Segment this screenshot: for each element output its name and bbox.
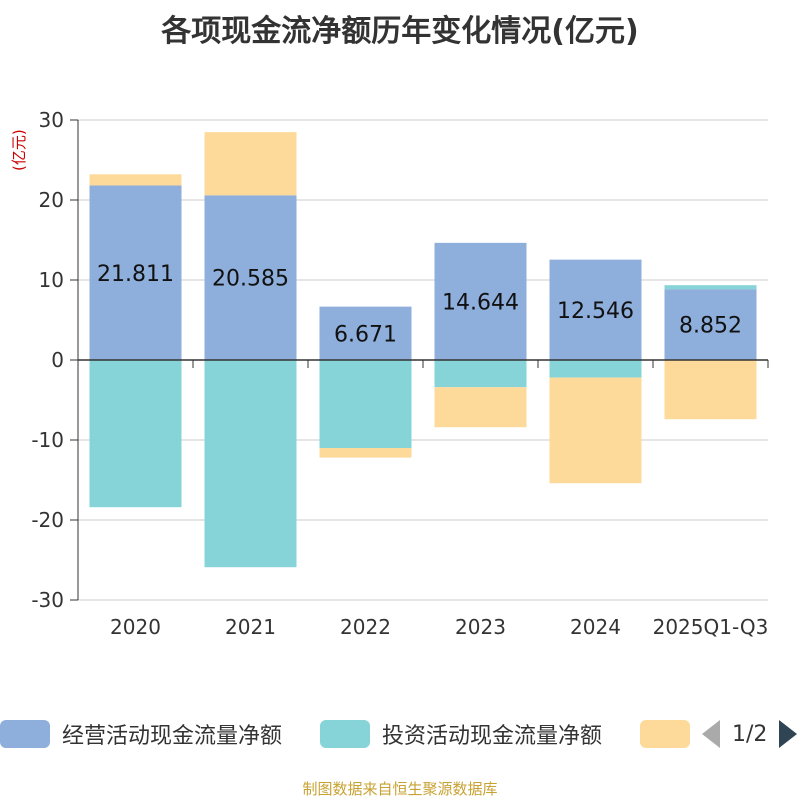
chart-title: 各项现金流净额历年变化情况(亿元) bbox=[161, 14, 639, 49]
bar-operating bbox=[664, 289, 757, 360]
source-footer: 制图数据来自恒生聚源数据库 bbox=[302, 780, 498, 798]
x-tick-label: 2020 bbox=[110, 615, 161, 639]
x-tick-label: 2022 bbox=[340, 615, 391, 639]
legend-item-financing[interactable] bbox=[640, 714, 690, 754]
bar-investing bbox=[664, 285, 757, 290]
legend-prev-icon[interactable] bbox=[702, 720, 720, 748]
y-tick-label: 10 bbox=[39, 268, 64, 292]
x-tick-label: 2024 bbox=[570, 615, 621, 639]
bar-operating bbox=[434, 242, 527, 360]
legend-swatch-operating bbox=[0, 720, 50, 748]
x-tick-label: 2021 bbox=[225, 615, 276, 639]
data-label: 12.546 bbox=[557, 299, 634, 324]
bar-investing bbox=[319, 360, 412, 448]
bar-investing bbox=[549, 360, 642, 378]
bar-financing bbox=[204, 132, 297, 196]
y-tick-label: -30 bbox=[31, 588, 64, 612]
data-label: 8.852 bbox=[679, 314, 742, 339]
legend-item-operating[interactable]: 经营活动现金流量净额 bbox=[0, 714, 282, 754]
legend-swatch-financing bbox=[640, 720, 690, 748]
legend-pager: 1/2 bbox=[702, 714, 798, 754]
data-label: 20.585 bbox=[212, 267, 289, 292]
data-label: 14.644 bbox=[442, 290, 519, 315]
y-tick-label: -20 bbox=[31, 508, 64, 532]
bar-financing bbox=[89, 174, 182, 186]
legend-item-investing[interactable]: 投资活动现金流量净额 bbox=[320, 714, 602, 754]
data-label: 6.671 bbox=[334, 322, 397, 347]
bar-chart: 30 20 10 0 -10 -20 -30 21.811 2020 20.585 2021 6.67… bbox=[31, 108, 769, 639]
legend-label-investing: 投资活动现金流量净额 bbox=[382, 724, 603, 749]
legend: 经营活动现金流量净额 投资活动现金流量净额 1/2 bbox=[0, 714, 800, 754]
bar-financing bbox=[664, 360, 757, 420]
bar-operating bbox=[204, 195, 297, 360]
legend-label-operating: 经营活动现金流量净额 bbox=[62, 724, 283, 749]
legend-next-icon[interactable] bbox=[779, 720, 798, 748]
y-tick-label: 0 bbox=[51, 348, 64, 372]
data-label: 21.811 bbox=[97, 262, 174, 287]
bar-investing bbox=[204, 360, 297, 568]
y-tick-label: 30 bbox=[39, 108, 64, 132]
y-tick-label: 20 bbox=[39, 188, 64, 212]
legend-swatch-investing bbox=[320, 720, 370, 748]
bar-financing bbox=[434, 387, 527, 428]
bar-financing bbox=[319, 448, 412, 458]
bar-investing bbox=[89, 360, 182, 508]
bar-operating bbox=[549, 259, 642, 360]
bar-financing bbox=[549, 377, 642, 484]
x-tick-label: 2023 bbox=[455, 615, 506, 639]
y-tick-label: -10 bbox=[31, 428, 64, 452]
bar-operating bbox=[89, 185, 182, 360]
bar-investing bbox=[434, 360, 527, 388]
bar-operating bbox=[319, 306, 412, 360]
x-tick-label: 2025Q1-Q3 bbox=[653, 615, 769, 639]
legend-page-indicator: 1/2 bbox=[732, 721, 768, 747]
